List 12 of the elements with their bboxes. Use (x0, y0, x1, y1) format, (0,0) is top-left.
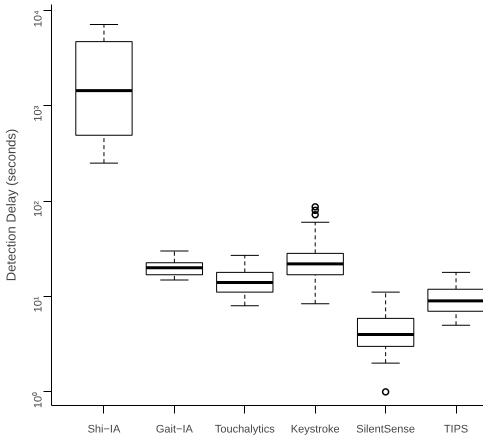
y-tick-label: 10² (32, 200, 44, 217)
y-tick-label: 10¹ (32, 296, 44, 312)
y-tick-label: 10⁰ (32, 392, 44, 408)
x-tick-label: SilentSense (356, 424, 415, 436)
y-tick-label: 10³ (32, 105, 44, 122)
x-tick-label: TIPS (444, 424, 468, 436)
x-tick-label: Touchalytics (214, 424, 276, 436)
x-tick-label: Shi−IA (88, 424, 121, 436)
y-tick-label: 10⁴ (32, 10, 44, 28)
x-tick-label: Gait−IA (156, 424, 194, 436)
y-axis-title: Detection Delay (seconds) (4, 128, 18, 282)
x-tick-label: Keystroke (290, 424, 340, 436)
